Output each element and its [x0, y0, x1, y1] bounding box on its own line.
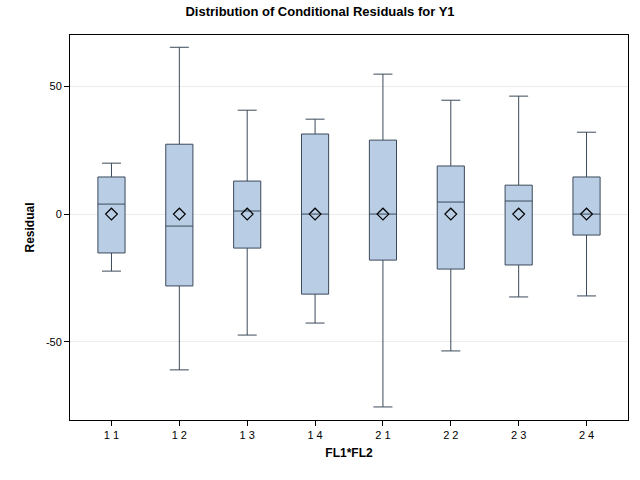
svg-text:1 4: 1 4 — [307, 429, 322, 441]
svg-text:2 2: 2 2 — [443, 429, 458, 441]
svg-text:1 3: 1 3 — [240, 429, 255, 441]
svg-text:FL1*FL2: FL1*FL2 — [325, 446, 373, 460]
svg-text:-50: -50 — [46, 336, 62, 348]
svg-text:2 3: 2 3 — [511, 429, 526, 441]
svg-text:1 1: 1 1 — [104, 429, 119, 441]
svg-text:2 1: 2 1 — [375, 429, 390, 441]
svg-text:2 4: 2 4 — [579, 429, 594, 441]
svg-text:1 2: 1 2 — [172, 429, 187, 441]
svg-text:Distribution of Conditional Re: Distribution of Conditional Residuals fo… — [185, 4, 454, 19]
svg-text:Residual: Residual — [23, 202, 37, 252]
svg-text:0: 0 — [56, 208, 62, 220]
svg-text:50: 50 — [50, 80, 62, 92]
